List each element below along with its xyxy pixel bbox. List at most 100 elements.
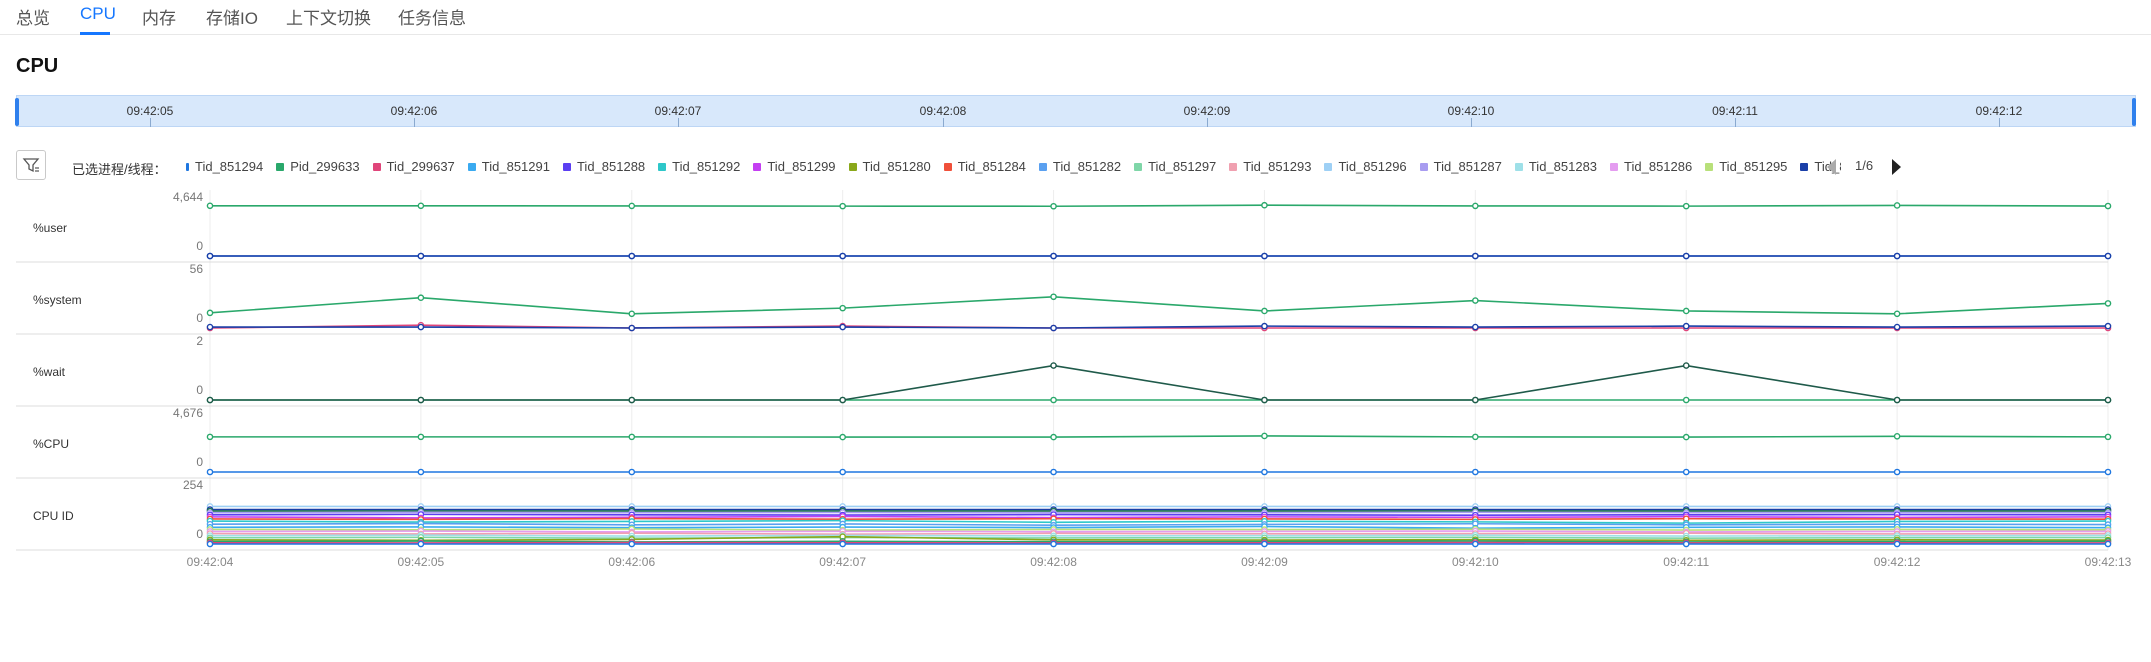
legend-item[interactable]: Tid_299637	[372, 159, 455, 174]
legend-item[interactable]: Tid_851292	[658, 159, 740, 174]
legend-swatch	[1038, 163, 1047, 171]
slider-tick-label: 09:42:08	[919, 104, 967, 118]
data-point	[1682, 362, 1690, 369]
legend-swatch	[562, 163, 571, 171]
legend-item-label: Tid_851286	[1624, 159, 1693, 174]
data-point	[1682, 202, 1690, 210]
legend-item-label: Tid_851294	[195, 159, 264, 174]
data-point	[1472, 297, 1479, 304]
tab-memory[interactable]: 内存	[142, 9, 176, 28]
legend-item[interactable]: Tid_851286	[1610, 159, 1692, 174]
slider-tick-mark	[150, 118, 151, 127]
data-point	[1261, 432, 1268, 440]
legend-item[interactable]: Tid_851297	[1134, 159, 1216, 174]
data-point	[628, 540, 636, 548]
series-line	[210, 364, 2108, 401]
legend-item[interactable]: Tid_851299	[753, 159, 836, 174]
data-point	[1682, 540, 1690, 548]
time-range-slider[interactable]: 09:42:05 09:42:06 09:42:07 09:42:08 09:4…	[15, 95, 2136, 127]
data-point	[2104, 540, 2112, 548]
x-tick-label: 09:42:08	[1030, 555, 1077, 569]
legend-item[interactable]: Tid_851280	[848, 159, 931, 174]
series-line	[209, 525, 2109, 529]
data-point	[628, 396, 636, 404]
data-point	[628, 433, 636, 441]
legend-item[interactable]: Tid_851291	[467, 159, 550, 174]
legend-item[interactable]: Tid_851287	[1419, 159, 1502, 174]
slider-tick-mark	[1471, 118, 1472, 127]
data-point	[839, 252, 846, 260]
legend-item-label: Tid_851299	[767, 159, 836, 174]
tab-bar: 总览 CPU 内存 存储IO 上下文切换 任务信息	[0, 0, 2151, 35]
legend-item-label: Tid_851280	[862, 159, 931, 174]
legend-item[interactable]: Tid_851295	[1705, 159, 1787, 174]
series-line	[209, 295, 2109, 315]
series-line	[210, 204, 2109, 208]
legend-item-label: Pid_299633	[290, 159, 360, 174]
series-line	[209, 536, 2109, 539]
data-point	[417, 540, 425, 548]
panel-label: CPU ID	[33, 509, 74, 523]
legend-item-label: Tid_851288	[576, 159, 646, 174]
legend-item-label: Tid_851295	[1719, 159, 1788, 174]
series-line	[209, 535, 2109, 542]
legend-item[interactable]: Tid_851283	[1514, 159, 1598, 174]
data-point	[1893, 432, 1901, 440]
data-point	[1050, 362, 1057, 369]
legend-item-label: Tid_851297	[1148, 159, 1217, 174]
series-line	[209, 519, 2109, 524]
series-line	[209, 532, 2109, 535]
slider-left-handle[interactable]	[15, 98, 19, 126]
data-point	[1261, 396, 1268, 404]
legend-item-label: Tid_851283	[1528, 159, 1598, 174]
slider-tick-mark	[1999, 118, 2000, 127]
cpu-metrics-chart: %user 4,644 0 %system 56 0 %wait 2 0 %CPU 4,676 0 CP…	[16, 190, 2132, 569]
legend-item[interactable]: Tid_851294	[186, 159, 263, 174]
legend-items: Tid_851294 Pid_299633 Tid_299637 Tid_851291…	[186, 159, 1841, 177]
data-point	[1472, 202, 1479, 210]
data-point	[1472, 396, 1479, 404]
tab-storage-io[interactable]: 存储IO	[206, 9, 258, 28]
data-point	[839, 396, 846, 404]
legend-item-label: Tid_851284	[957, 159, 1026, 174]
legend-title: 已选进程/线程：	[72, 162, 167, 177]
series-line	[210, 435, 2109, 438]
series-line	[209, 513, 2109, 517]
legend-item-label: Tid_851287	[1433, 159, 1502, 174]
legend-item[interactable]: Tid_851293	[1229, 159, 1311, 174]
y-tick-label: 0	[196, 311, 203, 325]
legend-next-page-icon[interactable]	[1892, 159, 1901, 175]
series-line	[209, 534, 2109, 537]
filter-button[interactable]	[16, 150, 46, 180]
data-point	[1682, 468, 1690, 476]
slider-tick-label: 09:42:09	[1183, 104, 1231, 118]
y-tick-label: 0	[196, 455, 203, 469]
legend-swatch	[943, 163, 952, 171]
data-point	[1472, 323, 1479, 331]
data-point	[1682, 396, 1690, 404]
series-line	[209, 540, 2109, 543]
tab-context-switch[interactable]: 上下文切换	[286, 9, 371, 28]
tab-cpu[interactable]: CPU	[80, 4, 116, 23]
data-point	[2104, 433, 2112, 441]
legend-item[interactable]: Tid_851288	[562, 159, 646, 174]
legend-swatch	[1134, 163, 1143, 171]
page-title: CPU	[16, 55, 59, 77]
tab-overview[interactable]: 总览	[16, 9, 50, 28]
data-point	[1050, 293, 1057, 301]
legend-item[interactable]: Tid_851284	[943, 159, 1026, 174]
data-point	[1893, 202, 1901, 209]
data-point	[839, 323, 846, 331]
legend-item[interactable]: Tid_851282	[1038, 159, 1121, 174]
legend-item-label: Tid_851296	[1338, 159, 1407, 174]
data-point	[417, 396, 425, 404]
tab-task-info[interactable]: 任务信息	[398, 9, 466, 28]
y-tick-label: 4,676	[173, 406, 203, 420]
slider-tick-label: 09:42:10	[1447, 104, 1495, 118]
data-point	[1261, 201, 1268, 209]
y-tick-label: 2	[196, 334, 203, 348]
legend-item[interactable]: Tid_851296	[1324, 159, 1407, 174]
legend-prev-page-icon[interactable]	[1827, 159, 1836, 175]
legend-item[interactable]: Pid_299633	[276, 159, 360, 174]
slider-right-handle[interactable]	[2132, 98, 2136, 126]
